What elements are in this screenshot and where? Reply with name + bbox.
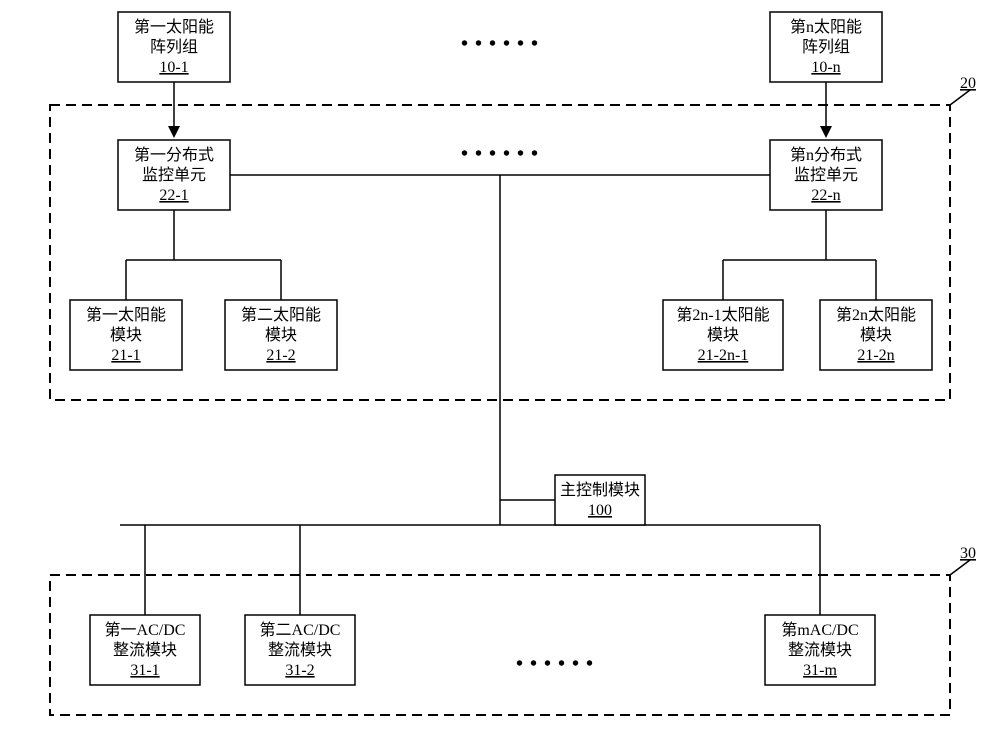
node-solar-mod-2n-1: 第2n-1太阳能模块 21-2n-1 [663, 300, 783, 370]
node-acdc-1: 第一AC/DC 整流模块 31-1 [90, 615, 200, 685]
svg-text:31-1: 31-1 [130, 662, 159, 679]
ellipsis-bottom: • • • • • • [516, 653, 594, 675]
svg-text:整流模块: 整流模块 [788, 641, 852, 659]
svg-text:整流模块: 整流模块 [268, 641, 332, 659]
svg-text:第二AC/DC: 第二AC/DC [260, 621, 341, 639]
svg-text:整流模块: 整流模块 [113, 641, 177, 659]
ellipsis-mid: • • • • • • [461, 143, 539, 165]
svg-text:21-2n-1: 21-2n-1 [698, 347, 749, 364]
node-main-ctrl: 主控制模块 100 [555, 475, 645, 525]
svg-text:第一太阳能: 第一太阳能 [86, 306, 166, 324]
svg-text:31-m: 31-m [803, 662, 837, 679]
node-solar-mod-2n: 第2n太阳能模块 21-2n [820, 300, 932, 370]
arrow-arrayn-to-monitorn [820, 82, 832, 138]
node-monitor-n: 第n分布式监控单元 22-n [770, 140, 882, 210]
block-diagram: 20 30 • • • • • • • • • • • • • • • • • … [0, 0, 1000, 745]
svg-text:阵列组: 阵列组 [150, 38, 198, 56]
svg-text:模块: 模块 [860, 326, 892, 344]
svg-text:监控单元: 监控单元 [794, 166, 858, 184]
node-solar-array-1: 第一太阳能阵列组 10-1 [118, 12, 230, 82]
svg-text:100: 100 [588, 502, 612, 519]
svg-text:第n太阳能: 第n太阳能 [790, 18, 862, 36]
node-solar-mod-1: 第一太阳能模块 21-1 [70, 300, 182, 370]
svg-text:第n分布式: 第n分布式 [790, 146, 862, 164]
svg-text:模块: 模块 [110, 326, 142, 344]
node-acdc-2: 第二AC/DC 整流模块 31-2 [245, 615, 355, 685]
svg-text:10-1: 10-1 [159, 59, 188, 76]
arrow-array1-to-monitor1 [168, 82, 180, 138]
split-monitorn [723, 210, 876, 300]
svg-text:31-2: 31-2 [285, 662, 314, 679]
svg-text:模块: 模块 [265, 326, 297, 344]
svg-text:第2n-1太阳能: 第2n-1太阳能 [676, 306, 769, 324]
svg-text:阵列组: 阵列组 [802, 38, 850, 56]
svg-text:模块: 模块 [707, 326, 739, 344]
svg-text:第一太阳能: 第一太阳能 [134, 18, 214, 36]
ellipsis-top: • • • • • • [461, 33, 539, 55]
svg-text:21-2: 21-2 [266, 347, 295, 364]
svg-text:主控制模块: 主控制模块 [560, 481, 640, 499]
region-20-label: 20 [960, 75, 976, 92]
svg-text:10-n: 10-n [811, 59, 840, 76]
svg-text:22-n: 22-n [811, 187, 840, 204]
svg-text:第二太阳能: 第二太阳能 [241, 306, 321, 324]
svg-text:21-1: 21-1 [111, 347, 140, 364]
region-30-leader [950, 560, 970, 575]
split-monitor1 [126, 210, 281, 300]
svg-text:第mAC/DC: 第mAC/DC [781, 621, 858, 639]
region-30-label: 30 [960, 545, 976, 562]
svg-text:21-2n: 21-2n [857, 347, 894, 364]
node-acdc-m: 第mAC/DC 整流模块 31-m [765, 615, 875, 685]
node-solar-array-n: 第n太阳能阵列组 10-n [770, 12, 882, 82]
node-solar-mod-2: 第二太阳能模块 21-2 [225, 300, 337, 370]
region-20-leader [950, 90, 970, 105]
svg-text:监控单元: 监控单元 [142, 166, 206, 184]
node-monitor-1: 第一分布式监控单元 22-1 [118, 140, 230, 210]
svg-text:第2n太阳能: 第2n太阳能 [836, 306, 916, 324]
svg-text:第一AC/DC: 第一AC/DC [105, 621, 186, 639]
svg-text:22-1: 22-1 [159, 187, 188, 204]
svg-text:第一分布式: 第一分布式 [134, 146, 214, 164]
